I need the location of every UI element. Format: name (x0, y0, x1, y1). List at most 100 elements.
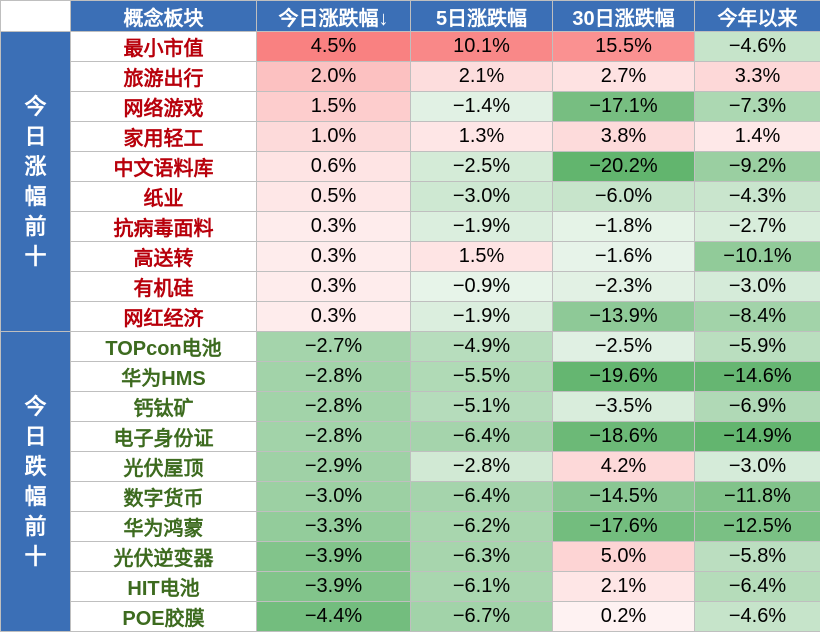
table-row[interactable]: 钙钛矿−2.8%−5.1%−3.5%−6.9% (1, 392, 820, 422)
cell-5day-change: −1.4% (411, 92, 553, 122)
cell-today-change: −3.3% (257, 512, 411, 542)
header-today-change[interactable]: 今日涨跌幅↓ (257, 1, 411, 32)
cell-today-change: −3.9% (257, 572, 411, 602)
cell-ytd-change: −6.9% (695, 392, 820, 422)
table-row[interactable]: 光伏屋顶−2.9%−2.8%4.2%−3.0% (1, 452, 820, 482)
cell-30day-change: −17.6% (553, 512, 695, 542)
cell-30day-change: −6.0% (553, 182, 695, 212)
cell-today-change: −3.9% (257, 542, 411, 572)
sector-name[interactable]: POE胶膜 (71, 602, 257, 632)
sector-name[interactable]: 网络游戏 (71, 92, 257, 122)
header-sector[interactable]: 概念板块 (71, 1, 257, 32)
cell-ytd-change: −10.1% (695, 242, 820, 272)
table-row[interactable]: 光伏逆变器−3.9%−6.3%5.0%−5.8% (1, 542, 820, 572)
cell-today-change: 0.3% (257, 272, 411, 302)
sector-name[interactable]: 纸业 (71, 182, 257, 212)
cell-5day-change: −2.8% (411, 452, 553, 482)
group-label-char: 跌 (1, 452, 70, 482)
cell-ytd-change: −6.4% (695, 572, 820, 602)
group-label-char: 幅 (1, 182, 70, 212)
cell-5day-change: −1.9% (411, 302, 553, 332)
cell-30day-change: −1.8% (553, 212, 695, 242)
cell-today-change: −2.7% (257, 332, 411, 362)
table-row[interactable]: 华为鸿蒙−3.3%−6.2%−17.6%−12.5% (1, 512, 820, 542)
sector-name[interactable]: 旅游出行 (71, 62, 257, 92)
group-label-top-gainers: 今日涨幅前十 (1, 32, 71, 332)
cell-today-change: −2.9% (257, 452, 411, 482)
cell-ytd-change: −5.8% (695, 542, 820, 572)
sector-name[interactable]: 华为鸿蒙 (71, 512, 257, 542)
cell-5day-change: −5.5% (411, 362, 553, 392)
cell-5day-change: −2.5% (411, 152, 553, 182)
cell-30day-change: 5.0% (553, 542, 695, 572)
sector-name[interactable]: 最小市值 (71, 32, 257, 62)
cell-30day-change: 2.1% (553, 572, 695, 602)
header-5day-change[interactable]: 5日涨跌幅 (411, 1, 553, 32)
sector-name[interactable]: 高送转 (71, 242, 257, 272)
cell-ytd-change: −14.9% (695, 422, 820, 452)
cell-today-change: −2.8% (257, 422, 411, 452)
cell-30day-change: −2.3% (553, 272, 695, 302)
cell-30day-change: 0.2% (553, 602, 695, 632)
cell-5day-change: −6.1% (411, 572, 553, 602)
cell-ytd-change: −11.8% (695, 482, 820, 512)
sector-name[interactable]: 家用轻工 (71, 122, 257, 152)
sector-name[interactable]: 数字货币 (71, 482, 257, 512)
group-label-char: 今 (1, 92, 70, 122)
sector-name[interactable]: 钙钛矿 (71, 392, 257, 422)
table-row[interactable]: 电子身份证−2.8%−6.4%−18.6%−14.9% (1, 422, 820, 452)
cell-ytd-change: −7.3% (695, 92, 820, 122)
cell-ytd-change: −4.6% (695, 602, 820, 632)
cell-30day-change: −3.5% (553, 392, 695, 422)
cell-today-change: 0.6% (257, 152, 411, 182)
table-row[interactable]: POE胶膜−4.4%−6.7%0.2%−4.6% (1, 602, 820, 632)
sector-name[interactable]: 电子身份证 (71, 422, 257, 452)
table-row[interactable]: HIT电池−3.9%−6.1%2.1%−6.4% (1, 572, 820, 602)
sector-name[interactable]: 光伏逆变器 (71, 542, 257, 572)
cell-5day-change: 1.5% (411, 242, 553, 272)
sector-name[interactable]: 网红经济 (71, 302, 257, 332)
sector-name[interactable]: 光伏屋顶 (71, 452, 257, 482)
sector-name[interactable]: 有机硅 (71, 272, 257, 302)
cell-ytd-change: −4.6% (695, 32, 820, 62)
cell-30day-change: −14.5% (553, 482, 695, 512)
table-row[interactable]: 华为HMS−2.8%−5.5%−19.6%−14.6% (1, 362, 820, 392)
cell-30day-change: 2.7% (553, 62, 695, 92)
sector-name[interactable]: TOPcon电池 (71, 332, 257, 362)
cell-5day-change: −3.0% (411, 182, 553, 212)
header-30day-change[interactable]: 30日涨跌幅 (553, 1, 695, 32)
cell-30day-change: 15.5% (553, 32, 695, 62)
cell-today-change: −4.4% (257, 602, 411, 632)
cell-ytd-change: −5.9% (695, 332, 820, 362)
cell-5day-change: −6.4% (411, 482, 553, 512)
cell-5day-change: −6.3% (411, 542, 553, 572)
cell-5day-change: −1.9% (411, 212, 553, 242)
cell-5day-change: −4.9% (411, 332, 553, 362)
sector-name[interactable]: 中文语料库 (71, 152, 257, 182)
cell-5day-change: −6.4% (411, 422, 553, 452)
cell-today-change: −2.8% (257, 362, 411, 392)
sector-name[interactable]: 华为HMS (71, 362, 257, 392)
sector-name[interactable]: HIT电池 (71, 572, 257, 602)
group-label-char: 十 (1, 542, 70, 572)
cell-ytd-change: 3.3% (695, 62, 820, 92)
table-row[interactable]: 数字货币−3.0%−6.4%−14.5%−11.8% (1, 482, 820, 512)
cell-5day-change: −6.2% (411, 512, 553, 542)
cell-30day-change: −18.6% (553, 422, 695, 452)
group-label-char: 幅 (1, 482, 70, 512)
sector-name[interactable]: 抗病毒面料 (71, 212, 257, 242)
cell-ytd-change: −14.6% (695, 362, 820, 392)
header-ytd-change[interactable]: 今年以来 (695, 1, 820, 32)
